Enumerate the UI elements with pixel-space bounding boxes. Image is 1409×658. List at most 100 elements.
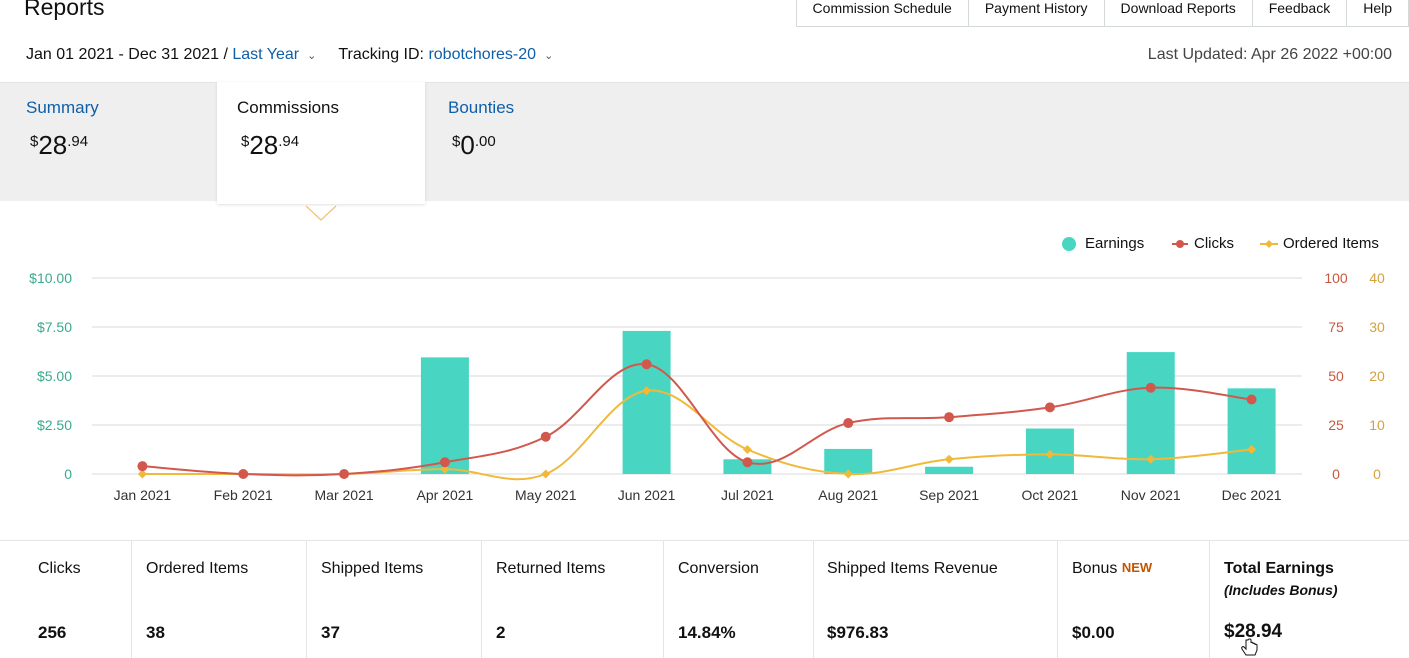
y-right-ordered-tick-label: 30	[1369, 319, 1385, 335]
earnings-bar	[1126, 352, 1175, 474]
x-tick-label: Aug 2021	[818, 487, 878, 503]
legend-earnings[interactable]: Earnings	[1062, 235, 1144, 252]
clicks-point	[1044, 402, 1055, 413]
summary-shipped-revenue: Shipped Items Revenue $976.83	[813, 541, 1058, 658]
legend-clicks-label: Clicks	[1194, 235, 1234, 252]
tab-summary[interactable]: Summary $28.94	[26, 82, 206, 204]
summary-header: Total Earnings (Includes Bonus)	[1224, 560, 1338, 598]
summary-value: $0.00	[1072, 623, 1115, 642]
clicks-point	[439, 457, 450, 468]
clicks-point	[742, 457, 753, 468]
date-range: Jan 01 2021 - Dec 31 2021 /	[26, 46, 228, 63]
bounties-amount: $0.00	[452, 130, 496, 160]
ordered-items-point	[1247, 445, 1257, 454]
tab-summary-label[interactable]: Summary	[26, 98, 99, 117]
summary-value: 256	[38, 623, 67, 642]
x-tick-label: Sep 2021	[919, 487, 979, 503]
ordered-items-point	[137, 469, 147, 479]
y-right-clicks-tick-label: 100	[1324, 270, 1348, 286]
ordered-items-point	[642, 386, 652, 396]
clicks-point	[1145, 382, 1156, 393]
payment-history-tab[interactable]: Payment History	[967, 0, 1105, 27]
earnings-bar	[420, 357, 469, 474]
x-tick-label: Feb 2021	[214, 487, 273, 503]
tracking-label: Tracking ID:	[338, 46, 424, 63]
summary-total-earnings: Total Earnings (Includes Bonus) $28.94	[1209, 541, 1409, 658]
summary-value: 14.84%	[678, 623, 736, 642]
y-right-ordered-tick-label: 20	[1369, 368, 1385, 384]
ordered-items-point	[1045, 449, 1055, 459]
x-tick-label: Dec 2021	[1222, 487, 1282, 503]
summary-value: 38	[146, 623, 165, 642]
clicks-point	[641, 359, 652, 370]
ordered-items-point	[742, 445, 752, 454]
summary-header: Shipped Items Revenue	[827, 560, 998, 577]
y-left-tick-label: $10.00	[29, 270, 72, 286]
clicks-legend-icon	[1172, 239, 1188, 248]
new-badge: NEW	[1121, 560, 1153, 575]
legend-ordered-items-label: Ordered Items	[1283, 235, 1379, 252]
x-tick-label: Apr 2021	[417, 487, 474, 503]
page-title: Reports	[24, 0, 105, 20]
summary-table: Clicks 256 Ordered Items 38 Shipped Item…	[0, 540, 1409, 658]
y-right-clicks-tick-label: 0	[1332, 466, 1340, 482]
earnings-bar	[925, 466, 974, 474]
filter-bar: Jan 01 2021 - Dec 31 2021 / Last Year ⌄ …	[26, 46, 575, 64]
clicks-point	[1246, 394, 1257, 405]
x-tick-label: May 2021	[515, 487, 577, 503]
y-left-tick-label: $7.50	[37, 319, 72, 335]
chevron-down-icon[interactable]: ⌄	[544, 49, 554, 62]
earnings-chart: $10.00$7.50$5.00$2.500100755025040302010…	[29, 270, 1385, 503]
last-updated: Last Updated: Apr 26 2022 +00:00	[1147, 46, 1392, 63]
period-dropdown[interactable]: Last Year	[232, 46, 300, 63]
summary-value: 2	[496, 623, 506, 642]
feedback-tab[interactable]: Feedback	[1251, 0, 1348, 27]
legend-clicks[interactable]: Clicks	[1172, 235, 1234, 252]
tab-commissions[interactable]: Commissions $28.94	[217, 82, 425, 204]
y-left-tick-label: $2.50	[37, 417, 72, 433]
tab-bounties[interactable]: Bounties $0.00	[448, 82, 628, 204]
x-tick-label: Oct 2021	[1022, 487, 1079, 503]
ordered-items-point	[1146, 454, 1156, 464]
y-right-ordered-tick-label: 40	[1369, 270, 1385, 286]
summary-clicks: Clicks 256	[0, 541, 132, 658]
summary-value: $976.83	[827, 623, 889, 642]
chevron-down-icon[interactable]: ⌄	[307, 49, 317, 62]
legend-ordered-items[interactable]: Ordered Items	[1260, 235, 1379, 252]
hand-cursor-icon	[1241, 638, 1258, 656]
ordered-items-point	[541, 469, 551, 479]
y-right-clicks-tick-label: 50	[1328, 368, 1344, 384]
download-reports-tab[interactable]: Download Reports	[1103, 0, 1253, 27]
summary-header: Conversion	[678, 560, 759, 577]
clicks-point	[137, 461, 148, 472]
y-right-clicks-tick-label: 75	[1328, 319, 1344, 335]
x-tick-label: Jan 2021	[114, 487, 172, 503]
summary-header: Bonus NEW	[1072, 560, 1153, 577]
summary-header: Shipped Items	[321, 560, 424, 577]
summary-value: $28.94	[1224, 621, 1283, 642]
y-left-tick-label: 0	[64, 466, 72, 482]
help-tab[interactable]: Help	[1346, 0, 1409, 27]
summary-amount: $28.94	[30, 130, 89, 160]
summary-ordered-items: Ordered Items 38	[131, 541, 307, 658]
x-tick-label: Nov 2021	[1121, 487, 1181, 503]
summary-header: Ordered Items	[146, 560, 249, 577]
clicks-point	[238, 469, 249, 479]
active-tab-pointer	[305, 205, 337, 221]
tab-bounties-label[interactable]: Bounties	[448, 98, 515, 117]
tab-commissions-label[interactable]: Commissions	[237, 98, 340, 117]
tracking-id-dropdown[interactable]: robotchores-20	[428, 46, 537, 63]
clicks-point	[944, 412, 955, 423]
ordered-items-point	[944, 454, 954, 464]
x-tick-label: Mar 2021	[315, 487, 374, 503]
summary-returned-items: Returned Items 2	[481, 541, 664, 658]
x-tick-label: Jul 2021	[721, 487, 774, 503]
top-nav: Commission Schedule Payment History Down…	[795, 0, 1409, 27]
summary-header: Clicks	[38, 560, 81, 577]
summary-shipped-items: Shipped Items 37	[306, 541, 482, 658]
ordered-items-legend-icon	[1260, 239, 1278, 248]
y-right-ordered-tick-label: 10	[1369, 417, 1385, 433]
commission-schedule-tab[interactable]: Commission Schedule	[795, 0, 969, 27]
summary-conversion: Conversion 14.84%	[663, 541, 814, 658]
earnings-bar	[622, 330, 671, 474]
